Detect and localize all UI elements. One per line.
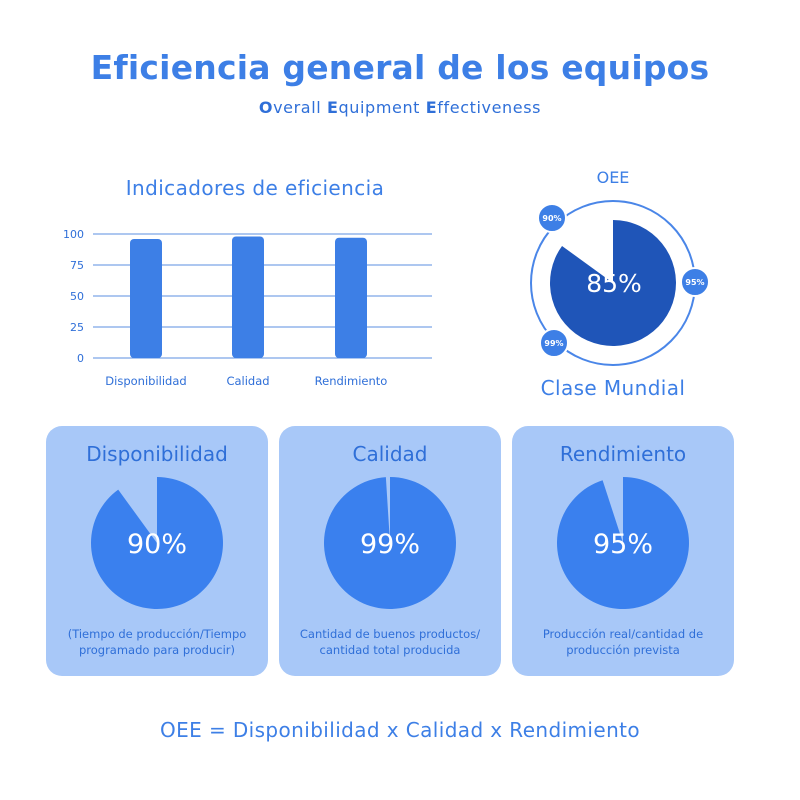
oee-badge-label: 99% xyxy=(544,339,563,348)
pie-value-label: 95% xyxy=(593,529,653,560)
subtitle-part: ffectiveness xyxy=(437,98,542,117)
oee-caption: Clase Mundial xyxy=(540,376,686,400)
subtitle-part: E xyxy=(326,98,339,117)
subtitle-part: verall xyxy=(273,98,327,117)
pie-slice xyxy=(324,477,457,609)
oee-badge-label: 95% xyxy=(685,278,704,287)
calidad-pie: 99% xyxy=(324,477,457,609)
oee-chart-title: OEE xyxy=(596,168,630,187)
card-description: Cantidad de buenos productos/ cantidad t… xyxy=(299,627,481,657)
subtitle-part: quipment xyxy=(338,98,426,117)
x-tick-label: Rendimiento xyxy=(315,374,388,388)
y-tick-label: 0 xyxy=(77,352,84,365)
bar-chart: 0 25 50 75 100 Disponibilidad Calidad Rendimien… xyxy=(63,228,432,388)
bar xyxy=(335,237,367,358)
pie-slice xyxy=(90,477,223,609)
pie-value-label: 99% xyxy=(360,529,420,560)
oee-badge xyxy=(537,203,567,233)
oee-gauge: 85% 90% 95% 99% xyxy=(530,200,710,366)
oee-badge-label: 90% xyxy=(542,214,561,223)
bar xyxy=(232,236,264,358)
x-tick-label: Disponibilidad xyxy=(105,374,186,388)
card-description: (Tiempo de producción/Tiempo programado … xyxy=(67,627,247,657)
bar-chart-title: Indicadores de eficiencia xyxy=(125,176,385,200)
card-title: Disponibilidad xyxy=(86,442,228,466)
y-tick-label: 50 xyxy=(70,290,84,303)
y-tick-label: 75 xyxy=(70,259,84,272)
subtitle-part: O xyxy=(258,98,274,117)
disponibilidad-pie: 90% xyxy=(90,477,223,609)
oee-badge xyxy=(680,267,710,297)
y-tick-label: 100 xyxy=(63,228,84,241)
card-disponibilidad: Disponibilidad 90% (Tiempo de producción… xyxy=(46,426,268,676)
oee-value-label: 85% xyxy=(586,269,642,298)
card-title: Calidad xyxy=(352,442,428,466)
pie-value-label: 90% xyxy=(127,529,187,560)
oee-badge xyxy=(539,328,569,358)
card-calidad: Calidad 99% Cantidad de buenos productos… xyxy=(279,426,501,676)
bar xyxy=(130,238,162,358)
x-tick-label: Calidad xyxy=(226,374,269,388)
page-title: Eficiencia general de los equipos xyxy=(90,48,710,87)
pie-slice xyxy=(556,477,689,609)
card-rendimiento: Rendimiento 95% Producción real/cantidad… xyxy=(512,426,734,676)
card-description: Producción real/cantidad de producción p… xyxy=(542,627,704,657)
oee-slice xyxy=(549,220,676,346)
subtitle-part: E xyxy=(425,98,438,117)
card-title: Rendimiento xyxy=(559,442,687,466)
page-subtitle: Overall Equipment Effectiveness xyxy=(0,98,800,117)
oee-formula: OEE = Disponibilidad x Calidad x Rendimi… xyxy=(159,718,641,742)
y-tick-label: 25 xyxy=(70,321,84,334)
rendimiento-pie: 95% xyxy=(556,477,689,609)
